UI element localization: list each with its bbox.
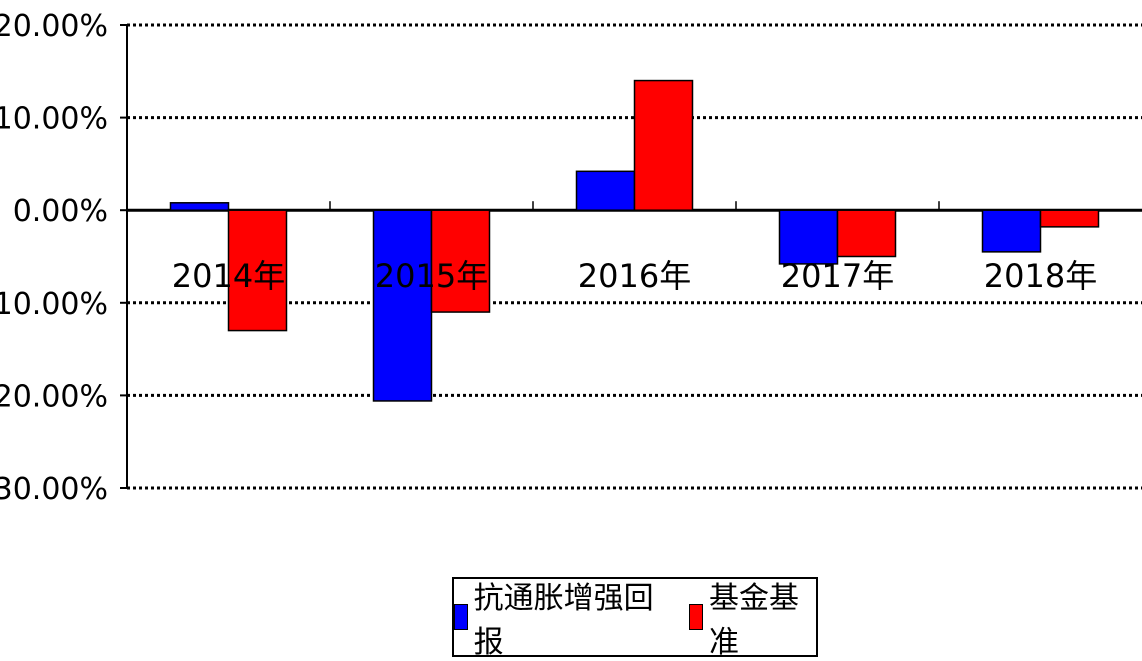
bars <box>169 79 1100 402</box>
gridlines <box>127 23 1142 490</box>
bar-series-1 <box>575 170 636 211</box>
legend-swatch-blue <box>454 604 468 630</box>
y-tick-label: -20.00% <box>0 379 108 414</box>
category-label: 2016年 <box>578 257 691 295</box>
category-label: 2017年 <box>781 257 894 295</box>
category-labels: 2014年 2015年 2016年 2017年 2018年 <box>172 257 1097 295</box>
category-label: 2018年 <box>984 257 1097 295</box>
bar-series-2 <box>633 79 694 211</box>
legend-label-series-1: 抗通胀增强回报 <box>473 581 654 660</box>
category-label: 2014年 <box>172 257 285 295</box>
y-tick-label: -10.00% <box>0 287 108 322</box>
bar-series-2 <box>430 209 491 313</box>
y-tick-labels: 20.00% 10.00% 0.00% -10.00% -20.00% -30.00% <box>0 9 108 507</box>
y-tick-label: 20.00% <box>0 9 108 44</box>
category-label: 2015年 <box>375 257 488 295</box>
y-tick-label: 0.00% <box>13 194 108 229</box>
bar-series-1 <box>372 209 433 402</box>
y-tick-label: 10.00% <box>0 102 108 137</box>
legend-item-series-1: 抗通胀增强回报 <box>454 573 661 661</box>
legend-item-series-2: 基金基准 <box>689 573 816 661</box>
bar-series-1 <box>981 209 1042 253</box>
bar-series-1 <box>778 209 839 265</box>
legend-swatch-red <box>689 604 703 630</box>
bar-series-2 <box>227 209 288 332</box>
bar-series-2 <box>836 209 897 258</box>
bar-series-1 <box>169 202 230 211</box>
bar-series-2 <box>1039 209 1100 228</box>
legend: 抗通胀增强回报 基金基准 <box>452 577 818 660</box>
y-tick-label: -30.00% <box>0 472 108 507</box>
legend-label-series-2: 基金基准 <box>709 581 799 660</box>
